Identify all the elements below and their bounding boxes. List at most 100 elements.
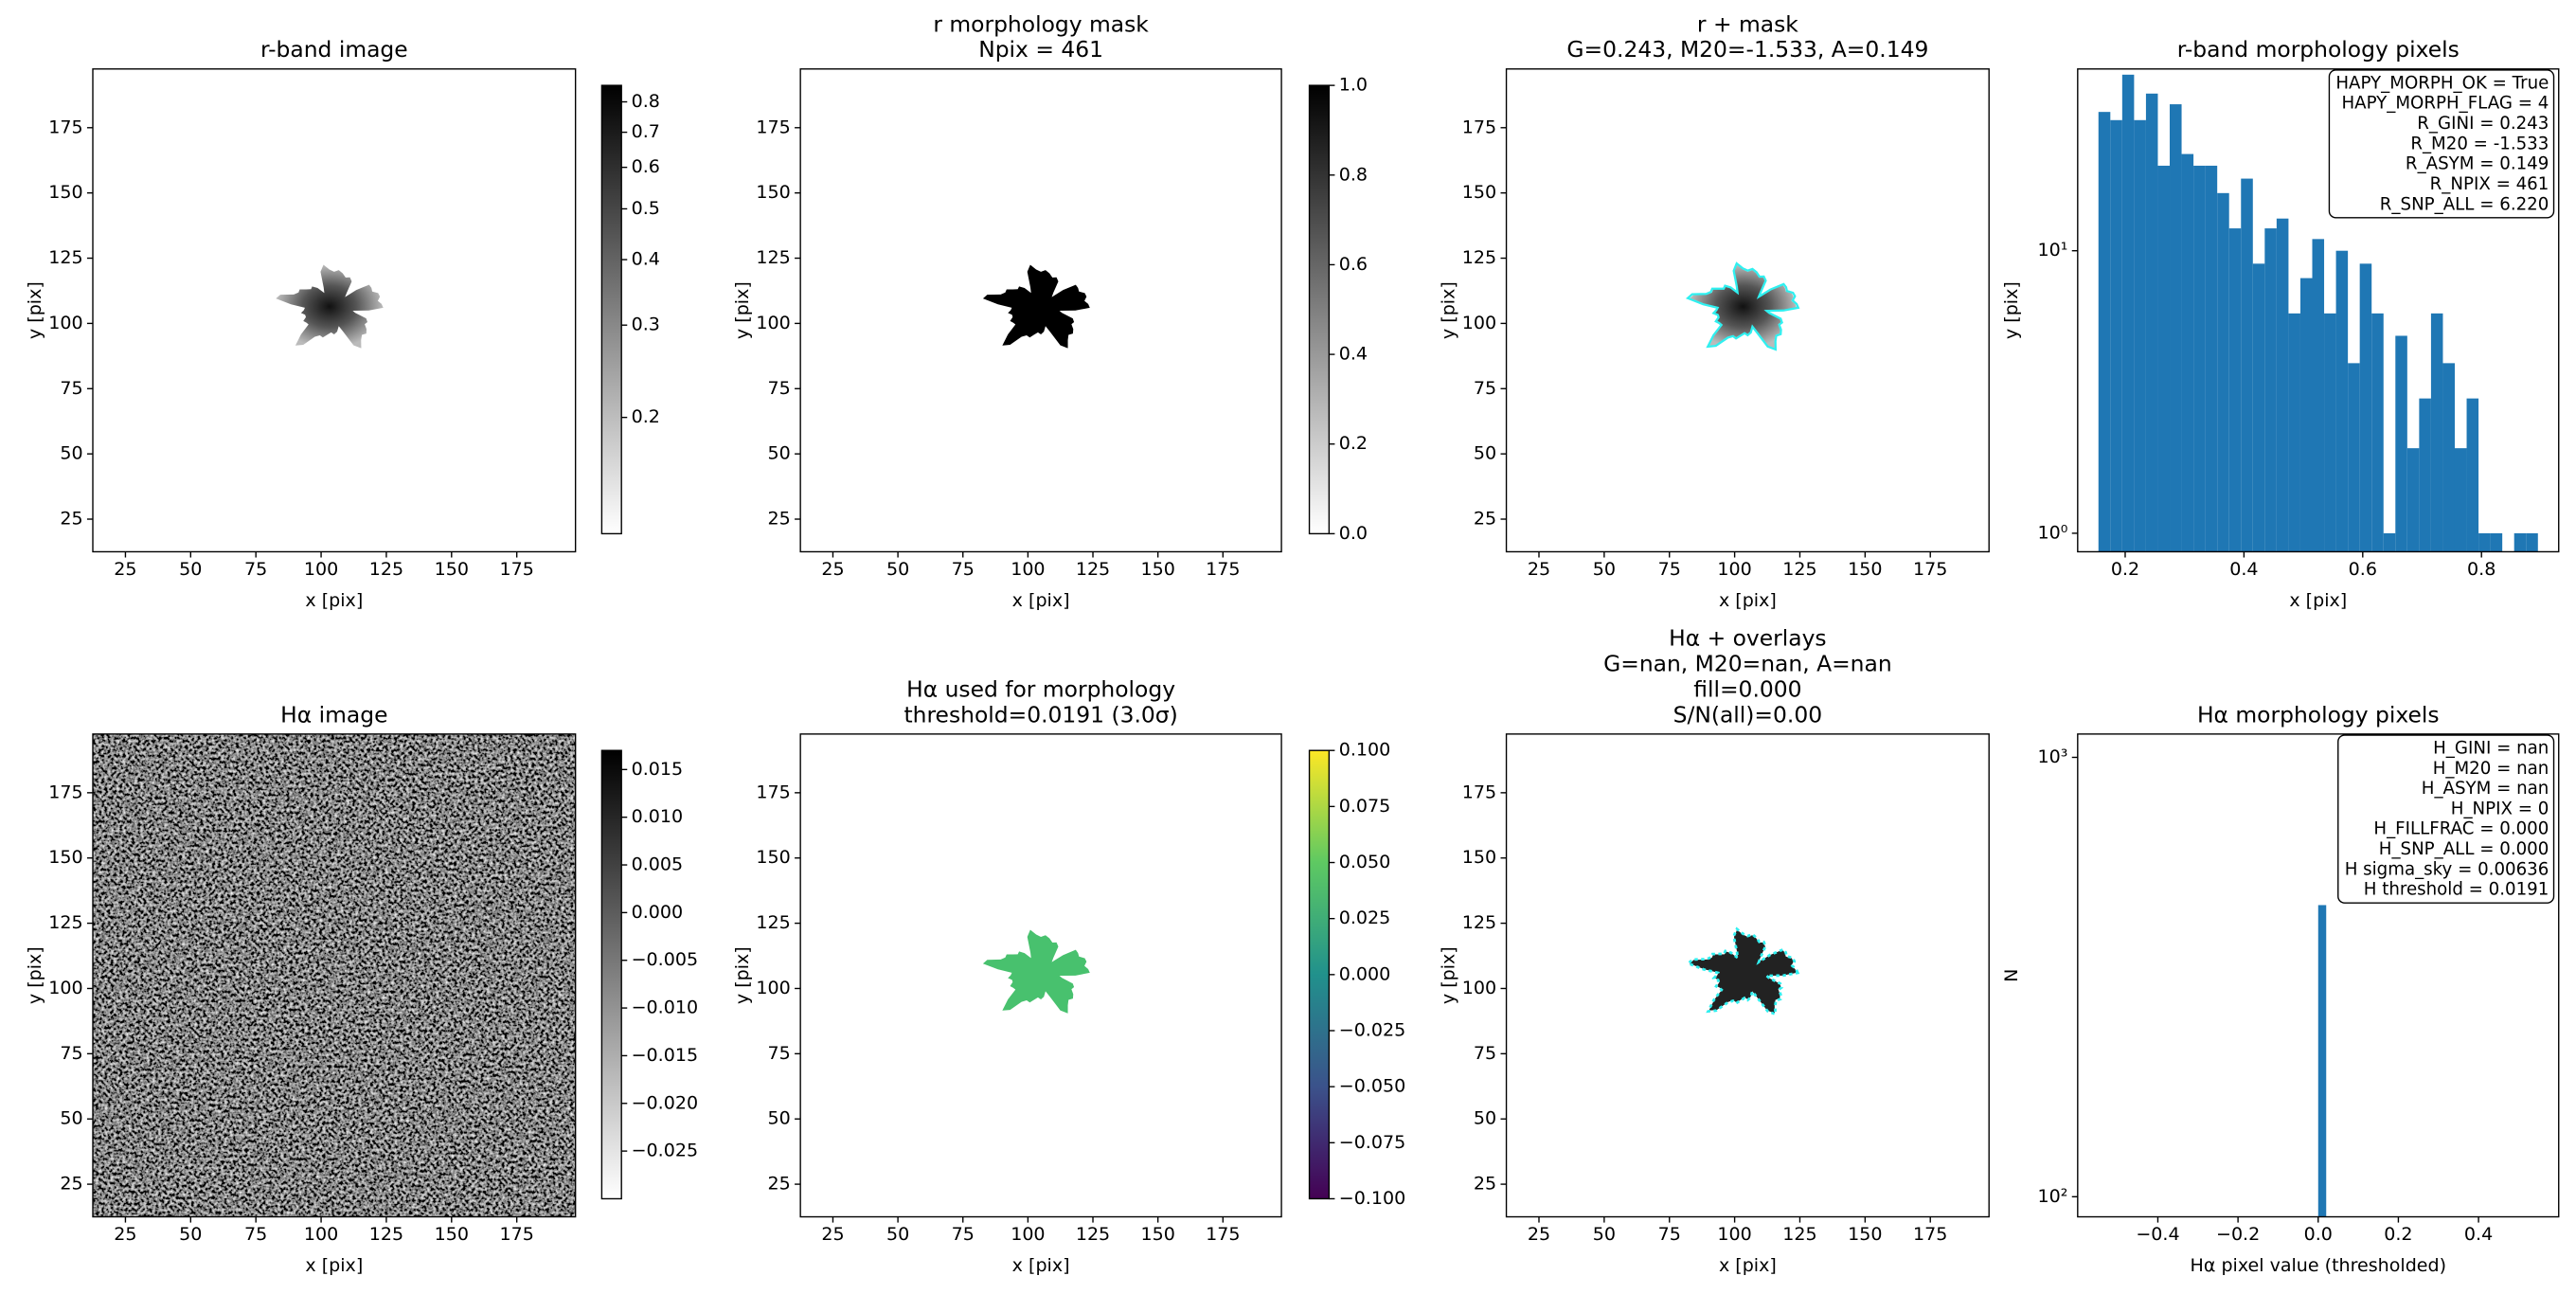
x-tick-label: 50 <box>886 1224 909 1245</box>
y-tick-label: 100 <box>1462 313 1496 333</box>
axes-frame <box>799 733 1282 1218</box>
y-tick-label: 75 <box>767 378 790 399</box>
plot-area <box>2317 905 2327 1217</box>
x-axis-label: x [pix] <box>1719 590 1777 611</box>
galaxy-image <box>1689 264 1798 349</box>
panel-title: r morphology mask <box>933 10 1149 37</box>
y-tick-label: 150 <box>48 182 82 203</box>
mask-contour <box>1686 926 1800 1016</box>
x-tick-label: 125 <box>1076 559 1110 580</box>
y-tick-label: 150 <box>1462 182 1496 203</box>
y-tick-label: 100 <box>48 978 82 998</box>
colorbar-tick-label: 0.005 <box>632 854 684 875</box>
y-tick-label: 25 <box>60 509 82 530</box>
y-tick-label: 75 <box>60 1043 82 1064</box>
histogram-bar <box>2252 263 2265 552</box>
colorbar-tick-label: 0.2 <box>1339 433 1368 454</box>
x-tick-label: 25 <box>114 1224 136 1245</box>
annotation-line: H_SNP_ALL = 0.000 <box>2379 839 2549 859</box>
annotation-line: R_M20 = -1.533 <box>2410 134 2549 153</box>
x-tick-label: 75 <box>952 1224 975 1245</box>
x-tick-label: 100 <box>1717 559 1751 580</box>
y-tick-label: 125 <box>48 912 82 933</box>
colorbar-tick-label: 0.7 <box>632 121 660 142</box>
panel-title: Hα used for morphology <box>906 675 1175 702</box>
plot-area <box>1685 261 1800 351</box>
x-tick-label: 25 <box>1528 559 1550 580</box>
y-tick-label: 150 <box>1462 847 1496 868</box>
annotation-line: H_NPIX = 0 <box>2451 799 2549 818</box>
annotation-line: H threshold = 0.0191 <box>2364 880 2549 900</box>
colorbar-tick-label: −0.100 <box>1339 1188 1406 1209</box>
y-tick-label: 100 <box>1462 978 1496 998</box>
y-tick-label: 75 <box>767 1043 790 1064</box>
colorbar-tick-label: −0.075 <box>1339 1132 1406 1153</box>
annotation-line: R_ASYM = 0.149 <box>2406 154 2549 174</box>
x-tick-label: 0.6 <box>2349 559 2377 580</box>
colorbar-tick-label: 0.8 <box>1339 164 1368 185</box>
x-tick-label: 0.0 <box>2304 1224 2333 1245</box>
y-tick-label: 50 <box>767 1108 790 1129</box>
histogram-bar <box>2312 239 2325 552</box>
histogram-bar <box>2205 165 2218 552</box>
colorbar-tick-label: −0.020 <box>632 1092 699 1113</box>
colorbar-tick-label: −0.050 <box>1339 1076 1406 1097</box>
y-tick-label: 10⁰ <box>2038 522 2068 543</box>
y-tick-label: 175 <box>1462 117 1496 137</box>
x-tick-label: 175 <box>1913 1224 1947 1245</box>
plot-area <box>1686 926 1800 1016</box>
colorbar-tick-label: −0.015 <box>632 1045 699 1066</box>
x-tick-label: 50 <box>179 1224 202 1245</box>
panel-title: threshold=0.0191 (3.0σ) <box>903 701 1177 728</box>
panel-title: Npix = 461 <box>978 36 1103 63</box>
x-tick-label: 150 <box>435 559 469 580</box>
x-tick-label: 100 <box>1011 559 1045 580</box>
x-axis-label: x [pix] <box>1719 1255 1777 1276</box>
y-axis-label: y [pix] <box>25 946 45 1004</box>
y-tick-label: 175 <box>756 117 790 137</box>
y-tick-label: 175 <box>48 117 82 137</box>
x-tick-label: 75 <box>952 559 975 580</box>
axes-frame <box>1505 68 1990 553</box>
y-tick-label: 150 <box>48 847 82 868</box>
histogram-bar <box>2228 228 2242 552</box>
x-tick-label: 125 <box>1076 1224 1110 1245</box>
y-tick-label: 125 <box>756 912 790 933</box>
annotation-line: R_GINI = 0.243 <box>2417 114 2549 134</box>
annotation-line: HAPY_MORPH_FLAG = 4 <box>2341 94 2549 114</box>
colorbar-tick-label: 0.075 <box>1339 796 1391 817</box>
axes-frame <box>1505 733 1990 1218</box>
histogram-bar <box>2442 363 2455 552</box>
colorbar <box>600 84 622 535</box>
x-tick-label: 50 <box>1593 559 1616 580</box>
x-axis-label: x [pix] <box>305 1255 363 1276</box>
histogram-bar <box>2288 313 2300 552</box>
colorbar-tick-label: 0.4 <box>632 249 660 270</box>
histogram-bar <box>2430 313 2443 552</box>
x-tick-label: 50 <box>179 559 202 580</box>
x-axis-label: x [pix] <box>305 590 363 611</box>
y-tick-label: 10² <box>2038 1186 2068 1207</box>
y-axis-label: N <box>2001 969 2022 982</box>
x-tick-label: 0.8 <box>2467 559 2496 580</box>
y-tick-label: 50 <box>60 1108 82 1129</box>
galaxy-image <box>1689 929 1798 1014</box>
mask-contour <box>1685 261 1800 351</box>
x-tick-label: 75 <box>1658 1224 1681 1245</box>
histogram-bar <box>2359 263 2372 552</box>
x-tick-label: 125 <box>1782 1224 1816 1245</box>
colorbar-tick-label: 0.100 <box>1339 740 1391 761</box>
panel-title: r-band image <box>260 36 408 63</box>
y-tick-label: 10³ <box>2038 746 2068 767</box>
y-tick-label: 10¹ <box>2038 240 2068 261</box>
noise-image <box>93 733 576 1217</box>
colorbar-tick-label: 0.010 <box>632 806 684 827</box>
x-tick-label: 175 <box>1913 559 1947 580</box>
histogram-bar <box>2335 250 2349 552</box>
x-tick-label: 150 <box>435 1224 469 1245</box>
x-tick-label: 100 <box>1011 1224 1045 1245</box>
histogram-bar <box>2121 74 2135 552</box>
histogram-bar <box>2419 398 2431 552</box>
colorbar-tick-label: 1.0 <box>1339 75 1368 96</box>
